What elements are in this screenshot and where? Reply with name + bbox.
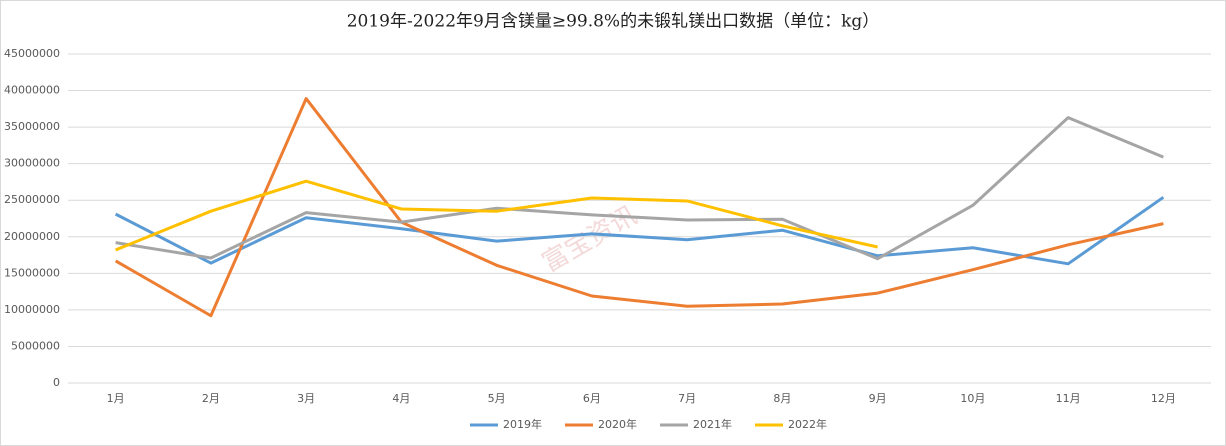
x-tick-label: 9月 [869,392,887,405]
x-tick-label: 10月 [960,392,985,405]
x-tick-label: 7月 [678,392,696,405]
y-tick-label: 10000000 [4,303,60,316]
legend-label: 2019年 [503,417,542,431]
x-tick-label: 11月 [1056,392,1081,405]
legend-label: 2020年 [598,417,637,431]
series-line [115,179,878,252]
legend-label: 2021年 [693,417,732,431]
y-tick-label: 15000000 [4,266,60,279]
x-tick-label: 12月 [1151,392,1176,405]
y-tick-label: 30000000 [4,157,60,170]
y-tick-label: 0 [53,376,60,389]
series-line [114,97,1164,318]
x-tick-label: 8月 [773,392,791,405]
x-tick-label: 2月 [202,392,220,405]
legend-label: 2022年 [788,417,827,431]
x-tick-label: 4月 [392,392,410,405]
y-tick-label: 45000000 [4,47,60,60]
chart-title: 2019年-2022年9月含镁量≥99.8%的未锻轧镁出口数据（单位：kg） [347,12,880,32]
series-line [115,116,1164,261]
x-tick-label: 3月 [297,392,315,405]
x-tick-label: 1月 [107,392,125,405]
y-tick-label: 5000000 [11,339,60,352]
series-line [114,196,1165,266]
y-tick-label: 35000000 [4,120,60,133]
y-tick-label: 20000000 [4,230,60,243]
x-tick-label: 5月 [488,392,506,405]
x-tick-label: 6月 [583,392,601,405]
y-tick-label: 40000000 [4,84,60,97]
y-tick-label: 25000000 [4,193,60,206]
